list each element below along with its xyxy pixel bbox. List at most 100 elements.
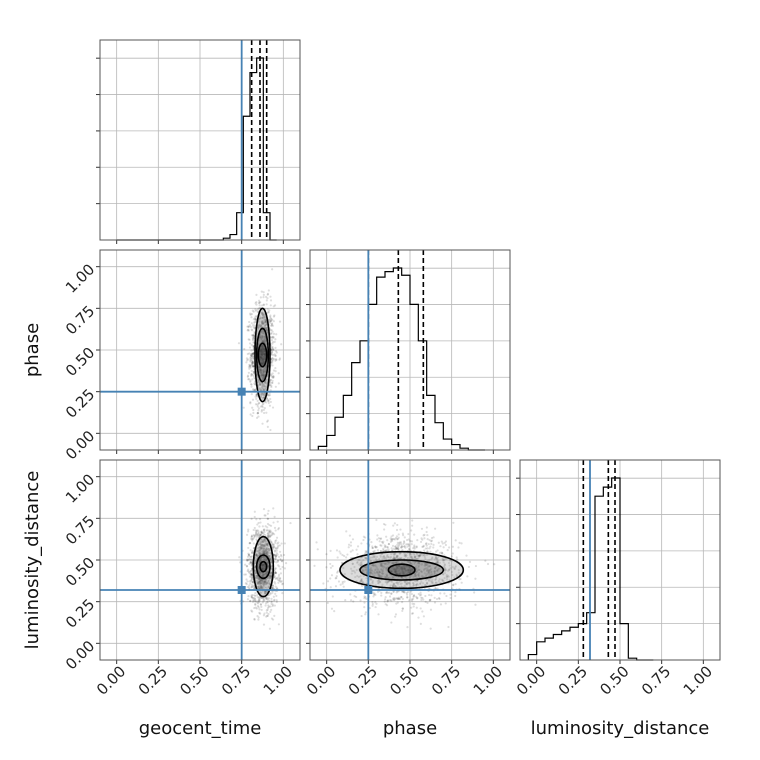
sample-point (375, 518, 378, 522)
sample-point (275, 539, 278, 542)
sample-point (352, 600, 355, 603)
sample-point (430, 539, 434, 542)
sample-point (249, 380, 252, 383)
sample-point (329, 562, 332, 566)
sample-point (260, 354, 264, 357)
sample-point (349, 593, 352, 596)
sample-point (267, 532, 270, 536)
sample-point (279, 558, 282, 561)
sample-point (256, 534, 260, 537)
sample-point (257, 325, 260, 328)
sample-point (259, 316, 262, 320)
sample-point (271, 348, 275, 351)
sample-point (263, 332, 266, 335)
sample-point (277, 573, 281, 576)
sample-point (356, 545, 360, 548)
sample-point (272, 521, 275, 524)
sample-point (271, 330, 274, 333)
sample-point (251, 329, 254, 332)
sample-point (265, 323, 268, 326)
sample-point (266, 517, 270, 520)
sample-point (255, 593, 259, 597)
sample-point (262, 317, 265, 320)
sample-point (325, 553, 328, 556)
sample-point (385, 590, 388, 594)
sample-point (360, 614, 363, 618)
sample-point (250, 354, 253, 357)
sample-point (274, 367, 277, 370)
sample-point (402, 591, 406, 594)
panel-frame (99, 39, 301, 241)
sample-point (262, 361, 266, 364)
sample-point (345, 556, 348, 559)
sample-point (254, 315, 257, 318)
sample-point (249, 357, 252, 360)
sample-point (262, 370, 265, 373)
sample-point (256, 328, 259, 331)
sample-point (249, 383, 253, 386)
sample-point (261, 373, 264, 377)
sample-point (243, 573, 246, 576)
sample-point (269, 378, 272, 382)
sample-point (267, 401, 270, 405)
sample-point (276, 553, 279, 556)
sample-point (245, 564, 249, 568)
sample-point (253, 617, 256, 621)
sample-point (270, 324, 273, 327)
sample-point (257, 378, 260, 382)
sample-point (455, 556, 458, 559)
sample-point (250, 517, 253, 520)
sample-point (246, 598, 250, 601)
sample-point (261, 348, 264, 351)
sample-point (254, 318, 257, 321)
sample-point (260, 290, 263, 293)
sample-point (266, 526, 269, 529)
sample-point (255, 301, 258, 304)
sample-point (261, 359, 264, 362)
sample-point (260, 368, 263, 371)
sample-point (395, 547, 398, 550)
sample-point (257, 618, 260, 621)
sample-point (258, 365, 261, 369)
sample-point (420, 598, 423, 602)
sample-point (252, 352, 255, 355)
sample-point (274, 546, 277, 550)
sample-point (269, 428, 272, 432)
sample-point (439, 592, 442, 595)
sample-point (334, 585, 338, 588)
sample-point (249, 555, 253, 558)
sample-point (260, 353, 264, 356)
sample-point (386, 546, 389, 549)
sample-point (255, 397, 258, 400)
x-tick-label: 0.25 (135, 662, 171, 698)
sample-point (254, 529, 257, 532)
sample-point (273, 340, 276, 343)
sample-point (401, 532, 404, 535)
sample-point (259, 336, 262, 339)
sample-point (252, 334, 255, 338)
sample-point (259, 381, 262, 384)
sample-point (262, 374, 265, 377)
sample-point (329, 549, 332, 552)
sample-point (261, 346, 264, 349)
sample-point (256, 523, 259, 526)
sample-point (262, 359, 265, 363)
panel-phase-hist (306, 249, 511, 454)
sample-point (257, 384, 260, 387)
sample-point (251, 539, 254, 542)
sample-point (264, 316, 267, 319)
sample-point (250, 343, 253, 346)
sample-point (262, 347, 265, 351)
sample-point (252, 365, 255, 368)
sample-point (252, 411, 255, 415)
sample-point (262, 393, 265, 397)
sample-point (266, 292, 270, 295)
sample-point (253, 321, 256, 324)
sample-point (269, 319, 272, 322)
sample-point (437, 541, 440, 544)
sample-point (271, 335, 274, 339)
sample-point (270, 384, 273, 387)
sample-point (273, 526, 277, 529)
sample-point (250, 362, 254, 365)
sample-point (336, 570, 339, 573)
